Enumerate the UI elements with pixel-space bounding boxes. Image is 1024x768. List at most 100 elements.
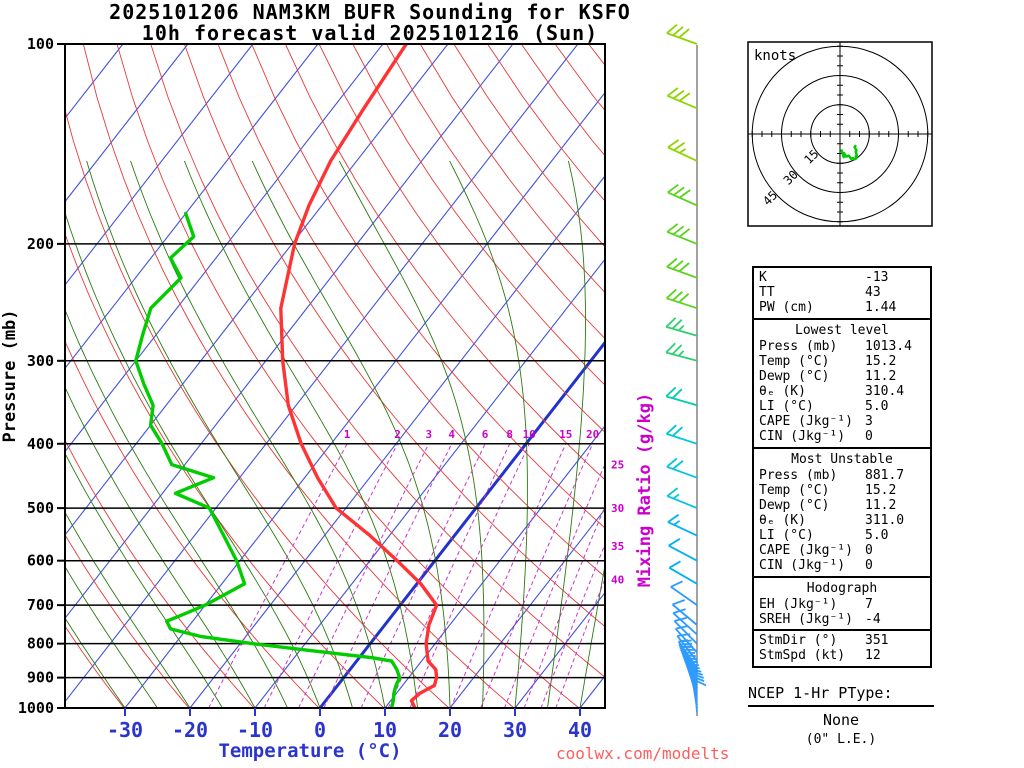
wind-barb [667, 183, 698, 207]
stat-label: CIN (Jkg⁻¹) [759, 429, 846, 444]
ptype-header: NCEP 1-Hr PType: [748, 684, 934, 707]
stat-label: CIN (Jkg⁻¹) [759, 558, 846, 573]
dry-adiabat-line [65, 439, 255, 708]
dry-adiabat-line [82, 44, 515, 708]
hodograph-ring [810, 104, 870, 164]
dry-adiabat-line [65, 108, 450, 708]
mixing-ratio-label: 40 [611, 573, 624, 586]
isotherm-line [65, 44, 579, 703]
isotherm-line [254, 258, 605, 708]
isotherm-line [384, 425, 605, 708]
watermark: coolwx.com/modelts [556, 744, 730, 763]
stat-value: 3 [865, 414, 873, 429]
isotherm-line [65, 44, 514, 620]
stat-row: Press (mb) 881.7 [759, 468, 925, 483]
isotherm-line [65, 44, 254, 286]
stat-value: 5.0 [865, 399, 889, 414]
ptype-panel: NCEP 1-Hr PType: None (0" L.E.) [748, 684, 934, 747]
stat-row: LI (°C) 5.0 [759, 528, 925, 543]
stat-row: CAPE (Jkg⁻¹) 0 [759, 543, 925, 558]
pressure-tick-label: 100 [27, 35, 54, 53]
pressure-axis-label: Pressure (mb) [0, 309, 20, 442]
mixing-ratio-label: 25 [611, 459, 624, 472]
stat-row: StmSpd (kt) 12 [759, 648, 925, 663]
wind-barb [665, 317, 698, 337]
ptype-value: None [822, 711, 860, 729]
dry-adiabat-line [150, 44, 605, 678]
wind-barb [667, 513, 698, 537]
stat-value: -13 [865, 270, 889, 285]
mixing-ratio-label: 10 [523, 428, 536, 441]
hodograph-ring-label: 30 [781, 168, 801, 188]
mixing-ratio-label: 15 [559, 428, 572, 441]
wind-barb [666, 24, 698, 45]
stats-group: Lowest level Press (mb) 1013.4 Temp (°C) 15.… [754, 318, 930, 447]
stat-label: Temp (°C) [759, 483, 830, 498]
stat-value: 5.0 [865, 528, 889, 543]
stat-row: CIN (Jkg⁻¹) 0 [759, 429, 925, 444]
mixing-ratio-label: 2 [394, 428, 401, 441]
stats-group: Hodograph EH (Jkg⁻¹) 7 SREH (Jkg⁻¹) -4 StmDir… [754, 576, 930, 666]
dry-adiabat-line [65, 340, 320, 708]
stat-label: LI (°C) [759, 399, 814, 414]
stat-label: Press (mb) [759, 339, 838, 354]
stat-label: Press (mb) [759, 468, 838, 483]
mixing-ratio-line [450, 443, 567, 708]
wind-barb [666, 257, 698, 279]
pressure-tick-label: 200 [27, 235, 54, 253]
stat-row: LI (°C) 5.0 [759, 399, 925, 414]
dry-adiabat-line [217, 44, 605, 578]
temperature-tick-label: -20 [172, 718, 208, 742]
stat-label: TT [759, 285, 775, 300]
dry-adiabat-line [65, 625, 125, 708]
hodograph-ring-label: 45 [760, 188, 780, 208]
stat-value: 881.7 [865, 468, 905, 483]
pressure-tick-label: 300 [27, 352, 54, 370]
stat-row: CIN (Jkg⁻¹) 0 [759, 558, 925, 573]
moist-adiabat-line [65, 452, 223, 708]
temperature-tick-label: 40 [568, 718, 592, 742]
stat-row: CAPE (Jkg⁻¹) 3 [759, 414, 925, 429]
stat-label: StmSpd (kt) [759, 648, 846, 663]
wind-barb-column [665, 24, 707, 716]
stat-label: CAPE (Jkg⁻¹) [759, 543, 853, 558]
stat-value: -4 [865, 612, 881, 627]
stat-label: EH (Jkg⁻¹) [759, 597, 838, 612]
mixing-ratio-label: 8 [506, 428, 513, 441]
hodograph-trace [840, 144, 859, 161]
isotherm-line [65, 44, 449, 536]
sounding-traces [134, 44, 439, 708]
stat-label: StmDir (°) [759, 633, 838, 648]
dry-adiabat-line [419, 44, 605, 294]
isotherm-line [449, 508, 605, 708]
dewpoint-trace [134, 211, 402, 708]
pressure-tick-label: 500 [27, 499, 54, 517]
wind-barb [671, 599, 698, 626]
moist-adiabat-line [65, 565, 158, 708]
hodograph-ring [781, 75, 899, 193]
temperature-tick-label: -30 [107, 718, 143, 742]
stat-label: θₑ (K) [759, 513, 806, 528]
mixing-ratio-label: 1 [344, 428, 351, 441]
stats-group: K -13 TT 43 PW (cm) 1.44 [754, 268, 930, 318]
mixing-ratio-labels: 1 2 3 4 6 8 10 15 20 25 30 35 40 [344, 428, 624, 587]
isotherm-line [65, 44, 189, 203]
stat-value: 11.2 [865, 498, 897, 513]
temperature-tick-label: 20 [438, 718, 462, 742]
mixing-ratio-line [263, 443, 399, 708]
moist-adiabat-line [86, 160, 353, 708]
stats-group-header: Most Unstable [791, 452, 893, 467]
stat-row: Press (mb) 1013.4 [759, 339, 925, 354]
plot-border [64, 43, 606, 709]
stat-row: Temp (°C) 15.2 [759, 483, 925, 498]
stat-row: PW (cm) 1.44 [759, 300, 925, 315]
wind-barb [665, 424, 698, 445]
wind-barb [668, 538, 698, 562]
moist-adiabat-line [65, 616, 126, 708]
isotherm-line [318, 340, 605, 708]
mixing-ratio-label: 4 [448, 428, 455, 441]
title-line-2: 10h forecast valid 2025101216 (Sun) [141, 21, 599, 45]
dry-adiabat-line [284, 44, 605, 481]
